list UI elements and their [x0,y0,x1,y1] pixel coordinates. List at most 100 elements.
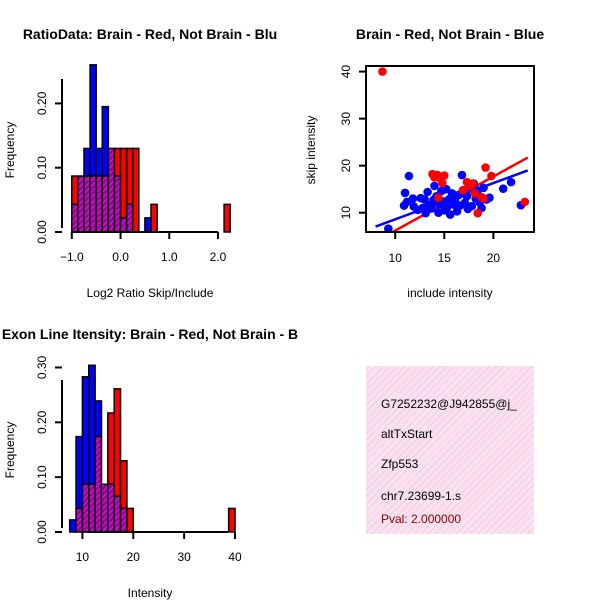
brain-point-15 [479,194,488,203]
scatter-title: Brain - Red, Not Brain - Blue [356,26,544,42]
brain-bar-0-7 [113,147,122,177]
overlap-bar-2-3 [88,483,96,533]
overlap-bar-0-2 [83,175,91,233]
brain-point-8 [458,185,468,195]
overlap-bar-0-0 [71,203,79,233]
y-tick-label: 20 [339,159,353,173]
overlap-bar-0-6 [107,147,116,233]
x-tick-label: 1.0 [161,250,178,264]
overlap-bar-2-5 [100,483,109,533]
intensity-histogram-panel: Exon Line Itensity: Brain - Red, Not Bra… [2,326,298,600]
ratio-x-axis-label: Log2 Ratio Skip/Include [87,286,214,300]
brain-point-11 [468,179,478,188]
ratio-y-axis-label: Frequency [3,122,17,179]
brain-point-18 [520,197,530,207]
info-probe-id: G7252232@J942855@j_ [381,397,517,411]
not-brain-point-4 [404,171,414,181]
not-brain-point-49 [506,177,516,187]
not-brain-point-26 [445,210,455,219]
brain-bar-0-14 [223,203,231,233]
x-tick-label: 2.0 [210,250,227,264]
overlap-bar-0-4 [95,175,104,233]
not-brain-point-48 [498,184,508,194]
not-brain-bar-0-5 [101,105,110,177]
brain-bar-0-9 [125,147,134,206]
not-brain-bar-2-2 [81,376,90,486]
y-tick-label: 10 [339,206,353,220]
brain-point-0 [378,67,387,76]
brain-bar-2-10 [227,507,236,533]
not-brain-point-3 [400,188,410,198]
brain-bar-2-9 [126,507,135,533]
brain-point-7 [434,193,443,202]
ratio-histogram-title: RatioData: Brain - Red, Not Brain - Blu [23,26,277,42]
brain-bar-0-0 [71,175,79,206]
info-box-background [366,366,534,534]
y-tick-label: 0.20 [35,91,49,115]
overlap-bar-0-8 [119,217,128,233]
x-tick-label: 10 [389,251,403,265]
not-brain-point-33 [457,170,467,180]
not-brain-bar-2-3 [88,364,96,486]
not-brain-point-45 [479,183,488,193]
x-tick-label: 40 [228,550,242,564]
not-brain-bar-2-4 [94,400,103,438]
not-brain-bar-0-3 [89,64,97,177]
info-location: chr7.23699-1.s [381,489,461,503]
not-brain-point-27 [447,189,457,198]
scatter-plot-frame [365,65,535,233]
brain-bar-0-13 [150,203,158,233]
scatter-y-ticks: 10 20 30 40 [339,65,366,220]
brain-bar-2-7 [113,388,122,498]
brain-bar-0-8 [119,147,128,219]
not-brain-point-0 [384,224,393,232]
brain-point-16 [481,163,490,172]
ratio-histogram-panel: RatioData: Brain - Red, Not Brain - Blu … [3,26,277,300]
ratio-y-ticks: 0.00 0.10 0.20 [35,91,62,244]
not-brain-bar-2-1 [75,435,84,510]
not-brain-point-12 [423,187,432,197]
x-tick-label: 15 [438,251,452,265]
brain-bar-2-8 [119,459,128,510]
not-brain-bar-0-2 [83,147,91,177]
not-brain-point-36 [462,191,472,201]
y-tick-label: 40 [339,65,353,79]
not-brain-bar-2-0 [68,519,77,533]
overlap-bar-2-4 [94,435,103,533]
scatter-y-axis-label: skip intensity [304,116,318,185]
ratio-histogram-bars [71,64,231,233]
ratio-x-ticks: −1.0 0.0 1.0 2.0 [60,232,227,264]
not-brain-point-11 [421,208,430,218]
overlap-bar-0-9 [125,203,134,233]
x-tick-label: 0.0 [112,250,129,264]
brain-point-12 [470,189,480,198]
brain-point-5 [438,178,447,188]
overlap-bar-0-1 [77,175,85,233]
intensity-histogram-bars [68,364,236,533]
brain-point-13 [473,208,482,218]
overlap-bar-2-8 [119,507,128,533]
x-tick-label: 10 [76,550,90,564]
y-tick-label: 0.00 [35,220,49,244]
y-tick-label: 0.10 [35,156,49,180]
not-brain-point-39 [467,201,477,211]
scatter-x-axis-label: include intensity [407,286,492,300]
not-brain-bar-0-4 [95,147,104,177]
x-tick-label: 30 [177,550,191,564]
not-brain-point-14 [427,204,436,213]
intensity-y-axis-label: Frequency [3,422,17,479]
info-panel: G7252232@J942855@j_ altTxStart Zfp553 ch… [366,366,534,534]
not-brain-point-5 [408,194,418,203]
overlap-bar-0-7 [113,175,122,233]
not-brain-point-24 [442,202,452,212]
overlap-bar-0-3 [89,175,97,233]
x-tick-label: 20 [127,550,141,564]
y-tick-label: 0.20 [35,410,49,434]
brain-bar-0-10 [131,147,140,233]
overlap-bar-2-1 [75,507,84,533]
x-tick-label: 20 [487,251,501,265]
brain-bar-2-6 [107,412,115,486]
info-event-type: altTxStart [381,427,433,441]
intensity-x-ticks: 10 20 30 40 [76,532,242,564]
